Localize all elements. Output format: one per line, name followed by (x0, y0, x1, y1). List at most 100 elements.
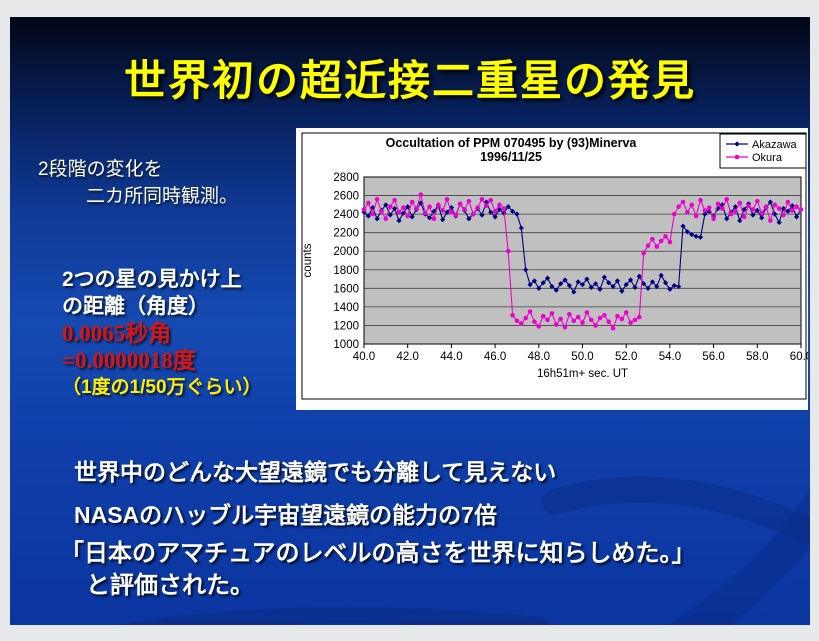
series-okura-marker (798, 207, 804, 212)
series-okura-marker (409, 199, 415, 205)
series-okura-marker (519, 321, 524, 326)
x-tick-label: 50.0 (571, 351, 593, 363)
series-okura-marker (488, 197, 494, 203)
series-okura-marker (510, 312, 515, 318)
series-okura-marker (750, 207, 756, 212)
occultation-chart: 1000 1200 1400 1600 1800 2000 2200 2400 2600 2800… (296, 128, 810, 410)
series-okura-marker (619, 316, 625, 322)
series-akazawa-marker (632, 284, 638, 291)
observation-note-line2: 二カ所同時観測。 (86, 186, 239, 207)
series-okura-marker (558, 316, 563, 322)
series-okura-marker (523, 315, 528, 321)
series-akazawa-marker (627, 277, 634, 283)
series-okura-marker (584, 310, 590, 315)
x-tick-label: 60.0 (790, 351, 808, 363)
series-akazawa-marker (361, 209, 367, 215)
series-akazawa-marker (614, 278, 621, 284)
series-okura-marker (374, 196, 380, 202)
series-okura-marker (663, 234, 668, 239)
series-okura-marker (720, 206, 725, 211)
series-akazawa-marker (566, 282, 572, 289)
series-okura-marker (567, 312, 572, 317)
series-okura-marker (733, 209, 738, 214)
series-okura-marker (401, 205, 406, 210)
series-okura-marker (785, 199, 791, 205)
y-tick-label: 2200 (333, 228, 359, 240)
series-okura-marker (794, 204, 799, 209)
series-akazawa-marker (702, 211, 708, 217)
series-okura-marker (540, 313, 546, 319)
series-okura-marker (501, 206, 507, 211)
x-axis-title: 16h51m+ sec. UT (537, 368, 628, 380)
series-okura-marker (527, 309, 533, 314)
y-tick-label: 2800 (333, 172, 359, 184)
x-tick-label: 40.0 (353, 351, 375, 363)
series-akazawa-marker (715, 205, 721, 212)
series-okura-marker (715, 201, 721, 207)
series-okura-marker (768, 218, 773, 223)
x-tick-label: 52.0 (615, 351, 637, 363)
series-okura-marker (571, 318, 577, 324)
y-tick-label: 2400 (333, 209, 359, 221)
series-akazawa-marker (754, 207, 760, 213)
x-tick-label: 48.0 (528, 351, 550, 363)
series-okura-marker (479, 196, 485, 202)
series-okura-marker (658, 238, 664, 244)
series-akazawa-marker (767, 199, 774, 205)
separation-value-degrees: =0.0000018度 (62, 348, 196, 373)
y-tick-label: 2600 (333, 191, 359, 203)
legend-box (719, 133, 807, 169)
series-akazawa-marker (662, 280, 669, 286)
series-akazawa-marker (711, 213, 717, 219)
series-okura-marker (475, 205, 480, 210)
series-okura-marker (418, 192, 424, 197)
series-okura-marker (431, 216, 437, 222)
series-akazawa-marker (759, 215, 765, 221)
plot-area (363, 176, 802, 345)
series-okura-marker (680, 199, 686, 205)
x-tick-label: 54.0 (659, 351, 681, 363)
slide-title: 世界初の超近接二重星の発見 (123, 57, 696, 104)
separation-value-arcsec: 0.0065秒角 (62, 321, 172, 346)
series-okura-marker (549, 311, 555, 316)
legend-label: Okura (752, 152, 783, 164)
legend-marker (734, 154, 740, 160)
series-okura-marker (514, 318, 520, 324)
series-okura-marker (693, 213, 699, 219)
series-okura-marker (741, 214, 747, 220)
x-tick-label: 58.0 (746, 351, 768, 363)
series-okura-marker (387, 204, 393, 209)
series-akazawa-marker (750, 212, 756, 218)
series-okura-marker (650, 236, 655, 242)
series-akazawa-marker (785, 208, 791, 214)
series-akazawa-marker (518, 225, 524, 231)
legend-marker (734, 141, 740, 147)
series-akazawa-marker (593, 281, 599, 287)
slide: 世界初の超近接二重星の発見 2段階の変化を 二カ所同時観測。 2つの星の見かけ上… (10, 17, 810, 625)
series-akazawa-marker (448, 205, 454, 211)
series-akazawa-marker (619, 288, 625, 294)
series-okura-marker (435, 202, 441, 208)
series-okura-marker (606, 319, 612, 325)
series-akazawa-marker (479, 212, 485, 218)
series-akazawa-marker (540, 280, 546, 286)
series-okura-marker (724, 196, 730, 202)
series-okura-marker (392, 197, 397, 203)
series-okura-marker (728, 211, 734, 217)
series-akazawa-marker (606, 280, 612, 286)
series-akazawa-marker (370, 205, 376, 211)
series-akazawa-marker (780, 205, 787, 212)
series-okura-marker (440, 208, 445, 213)
series-akazawa-marker (636, 273, 642, 279)
series-okura-marker (379, 209, 384, 214)
series-okura-marker (466, 198, 472, 204)
series-okura-marker (597, 315, 603, 321)
observation-note-line1: 2段階の変化を (38, 159, 163, 180)
separation-block: 2つの星の見かけ上 の距離（角度） 0.0065秒角 =0.0000018度 （… (62, 266, 262, 401)
series-okura-marker (492, 209, 498, 214)
series-okura-marker (505, 248, 511, 254)
quote-block: 「日本のアマチュアのレベルの高さを世界に知らしめた。」 と評価された。 (60, 538, 696, 602)
series-okura-marker (645, 243, 651, 248)
series-okura-marker (444, 196, 450, 202)
series-okura-marker (654, 244, 660, 249)
